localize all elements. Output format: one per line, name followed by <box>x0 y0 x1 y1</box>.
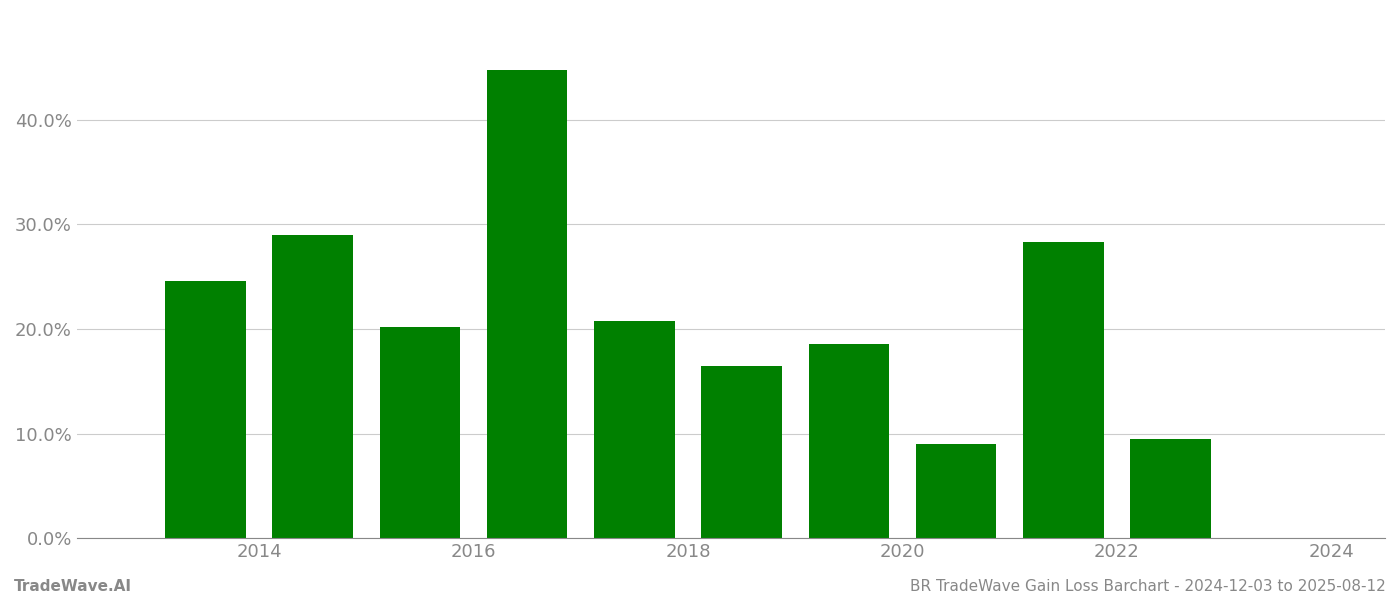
Bar <box>809 344 889 538</box>
Text: BR TradeWave Gain Loss Barchart - 2024-12-03 to 2025-08-12: BR TradeWave Gain Loss Barchart - 2024-1… <box>910 579 1386 594</box>
Bar <box>594 320 675 538</box>
Bar <box>487 70 567 538</box>
Bar <box>701 365 781 538</box>
Bar <box>379 327 461 538</box>
Bar <box>916 444 997 538</box>
Bar <box>1023 242 1103 538</box>
Text: TradeWave.AI: TradeWave.AI <box>14 579 132 594</box>
Bar <box>165 281 245 538</box>
Bar <box>1130 439 1211 538</box>
Bar <box>273 235 353 538</box>
